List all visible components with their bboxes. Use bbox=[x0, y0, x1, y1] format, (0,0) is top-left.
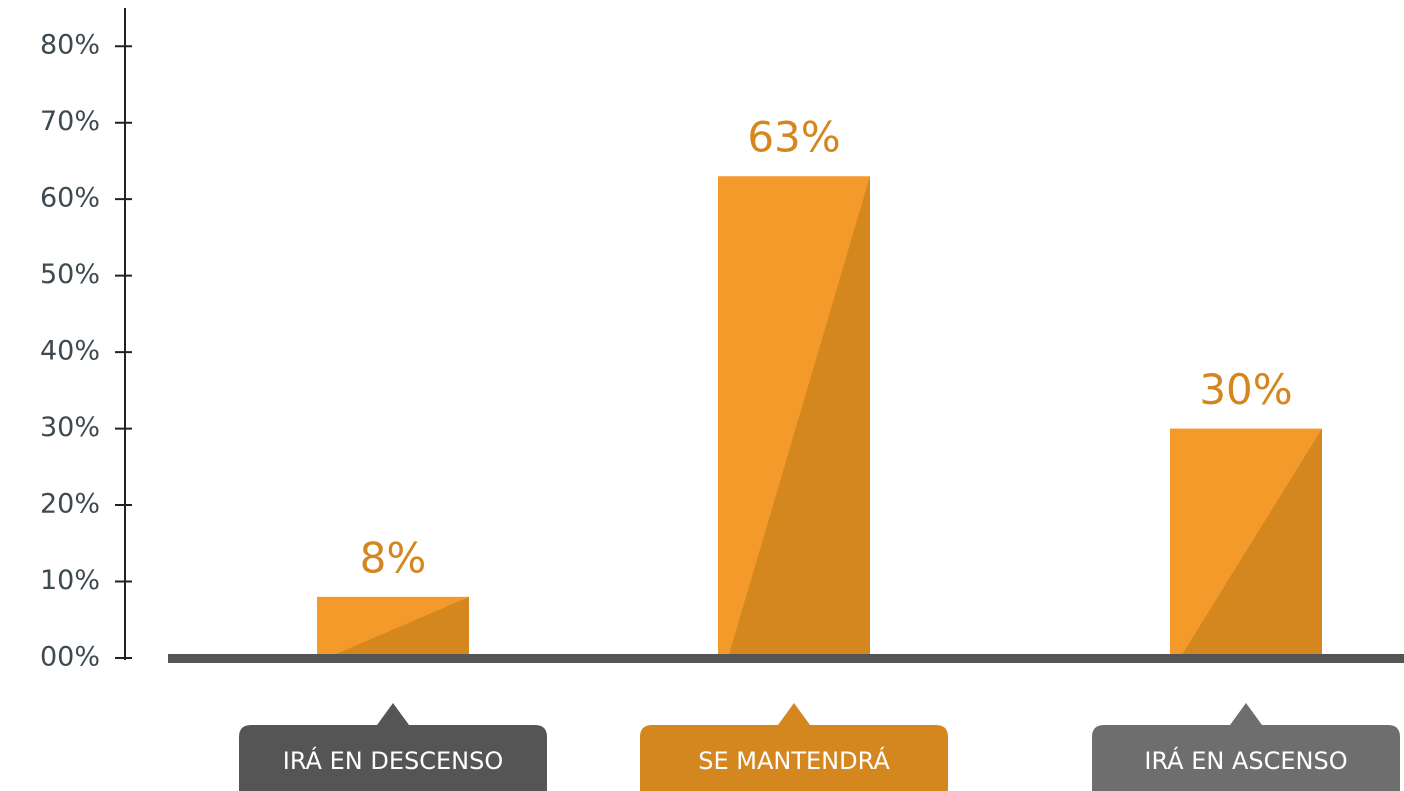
x-tick-label: SE MANTENDRÁ bbox=[698, 746, 890, 775]
y-tick-label: 70% bbox=[40, 106, 100, 137]
bar-shade bbox=[728, 176, 870, 658]
y-tick-label: 30% bbox=[40, 412, 100, 443]
y-tick-label: 00% bbox=[40, 642, 100, 673]
category-box bbox=[239, 703, 547, 791]
y-tick-label: 10% bbox=[40, 565, 100, 596]
y-tick-label: 20% bbox=[40, 489, 100, 520]
category-box bbox=[1092, 703, 1400, 791]
y-tick-label: 40% bbox=[40, 336, 100, 367]
category-box bbox=[640, 703, 948, 791]
x-tick-label: IRÁ EN ASCENSO bbox=[1144, 746, 1347, 775]
y-tick-label: 80% bbox=[40, 30, 100, 61]
baseline bbox=[168, 654, 1404, 663]
bar-shade bbox=[1180, 428, 1322, 658]
value-label: 8% bbox=[360, 533, 427, 582]
y-tick-label: 60% bbox=[40, 183, 100, 214]
y-tick-label: 50% bbox=[40, 259, 100, 290]
bar-shade bbox=[327, 596, 469, 658]
x-tick-label: IRÁ EN DESCENSO bbox=[283, 746, 503, 775]
value-label: 30% bbox=[1199, 365, 1292, 414]
value-label: 63% bbox=[747, 113, 840, 162]
